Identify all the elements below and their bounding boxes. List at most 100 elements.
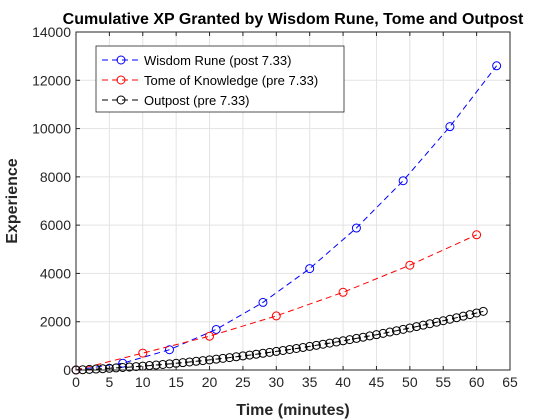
x-tick-label: 65 bbox=[502, 374, 518, 390]
x-tick-label: 30 bbox=[269, 374, 285, 390]
data-point bbox=[432, 317, 442, 327]
x-tick-label: 60 bbox=[469, 374, 485, 390]
data-point bbox=[425, 319, 435, 329]
data-point bbox=[84, 364, 94, 374]
data-point bbox=[191, 356, 201, 366]
data-point bbox=[258, 297, 268, 307]
data-point bbox=[325, 338, 335, 348]
legend-label: Tome of Knowledge (pre 7.33) bbox=[144, 73, 318, 88]
x-tick-label: 40 bbox=[335, 374, 351, 390]
data-point bbox=[305, 264, 315, 274]
y-axis-title: Experience bbox=[4, 158, 21, 243]
data-point bbox=[251, 349, 261, 359]
y-tick-label: 2000 bbox=[40, 314, 71, 330]
data-point bbox=[385, 327, 395, 337]
data-point bbox=[365, 331, 375, 341]
series-line bbox=[75, 310, 484, 371]
data-point bbox=[405, 323, 415, 333]
data-point bbox=[338, 287, 348, 297]
y-tick-label: 4000 bbox=[40, 265, 71, 281]
data-point bbox=[318, 339, 328, 349]
data-point bbox=[205, 355, 215, 365]
data-point bbox=[265, 347, 275, 357]
x-tick-label: 55 bbox=[435, 374, 451, 390]
y-tick-label: 6000 bbox=[40, 217, 71, 233]
legend-label: Wisdom Rune (post 7.33) bbox=[144, 53, 291, 68]
data-point bbox=[305, 341, 315, 351]
data-point bbox=[452, 313, 462, 323]
data-point bbox=[211, 354, 221, 364]
data-point bbox=[118, 362, 128, 372]
data-point bbox=[185, 357, 195, 367]
series-1 bbox=[71, 230, 482, 375]
legend-marker bbox=[116, 55, 126, 65]
data-point bbox=[258, 348, 268, 358]
data-point bbox=[124, 362, 134, 372]
data-point bbox=[311, 340, 321, 350]
data-point bbox=[338, 336, 348, 346]
y-tick-label: 0 bbox=[63, 362, 71, 378]
legend-label: Outpost (pre 7.33) bbox=[144, 93, 250, 108]
y-tick-label: 12000 bbox=[32, 72, 71, 88]
data-point bbox=[178, 358, 188, 368]
data-point bbox=[398, 324, 408, 334]
data-point bbox=[458, 311, 468, 321]
data-point bbox=[492, 61, 502, 71]
data-point bbox=[98, 364, 108, 374]
data-point bbox=[398, 176, 408, 186]
data-point bbox=[391, 326, 401, 336]
data-point bbox=[298, 342, 308, 352]
data-point bbox=[218, 353, 228, 363]
x-tick-label: 20 bbox=[202, 374, 218, 390]
x-tick-label: 45 bbox=[369, 374, 385, 390]
data-point bbox=[445, 122, 455, 132]
legend: Wisdom Rune (post 7.33) Tome of Knowledge… bbox=[95, 45, 345, 113]
data-point bbox=[104, 363, 114, 373]
chart-title: Cumulative XP Granted by Wisdom Rune, To… bbox=[63, 11, 524, 28]
data-point bbox=[225, 353, 235, 363]
data-point bbox=[345, 335, 355, 345]
data-point bbox=[205, 331, 215, 341]
data-point bbox=[198, 356, 208, 366]
data-point bbox=[231, 352, 241, 362]
data-point bbox=[131, 362, 141, 372]
data-point bbox=[472, 230, 482, 240]
data-point bbox=[378, 328, 388, 338]
data-point bbox=[111, 363, 121, 373]
data-point bbox=[358, 332, 368, 342]
legend-box bbox=[95, 45, 345, 113]
series-layer bbox=[71, 61, 502, 375]
data-point bbox=[138, 348, 148, 358]
legend-item: Wisdom Rune (post 7.33) bbox=[102, 53, 291, 68]
data-point bbox=[164, 345, 174, 355]
data-point bbox=[164, 359, 174, 369]
data-point bbox=[291, 343, 301, 353]
data-point bbox=[278, 345, 288, 355]
data-point bbox=[211, 324, 221, 334]
data-point bbox=[351, 223, 361, 233]
data-point bbox=[285, 344, 295, 354]
data-point bbox=[271, 346, 281, 356]
y-tick-label: 10000 bbox=[32, 121, 71, 137]
data-point bbox=[371, 330, 381, 340]
ticks: 0 5 10 15 20 25 30 35 40 45 50 55 60 65 0 2000 4000 6000 8… bbox=[32, 24, 518, 390]
data-point bbox=[405, 260, 415, 270]
plot-frame bbox=[75, 31, 511, 371]
x-axis-title: Time (minutes) bbox=[236, 402, 350, 419]
data-point bbox=[412, 322, 422, 332]
y-tick-label: 14000 bbox=[32, 24, 71, 40]
series-2 bbox=[71, 306, 488, 375]
x-tick-label: 0 bbox=[72, 374, 80, 390]
x-tick-label: 25 bbox=[235, 374, 251, 390]
x-tick-label: 10 bbox=[135, 374, 151, 390]
data-point bbox=[472, 308, 482, 318]
x-tick-label: 15 bbox=[168, 374, 184, 390]
legend-marker bbox=[116, 95, 126, 105]
x-tick-label: 35 bbox=[302, 374, 318, 390]
legend-item: Tome of Knowledge (pre 7.33) bbox=[102, 73, 318, 88]
data-point bbox=[445, 314, 455, 324]
series-line bbox=[75, 65, 497, 371]
data-point bbox=[351, 333, 361, 343]
data-point bbox=[238, 351, 248, 361]
